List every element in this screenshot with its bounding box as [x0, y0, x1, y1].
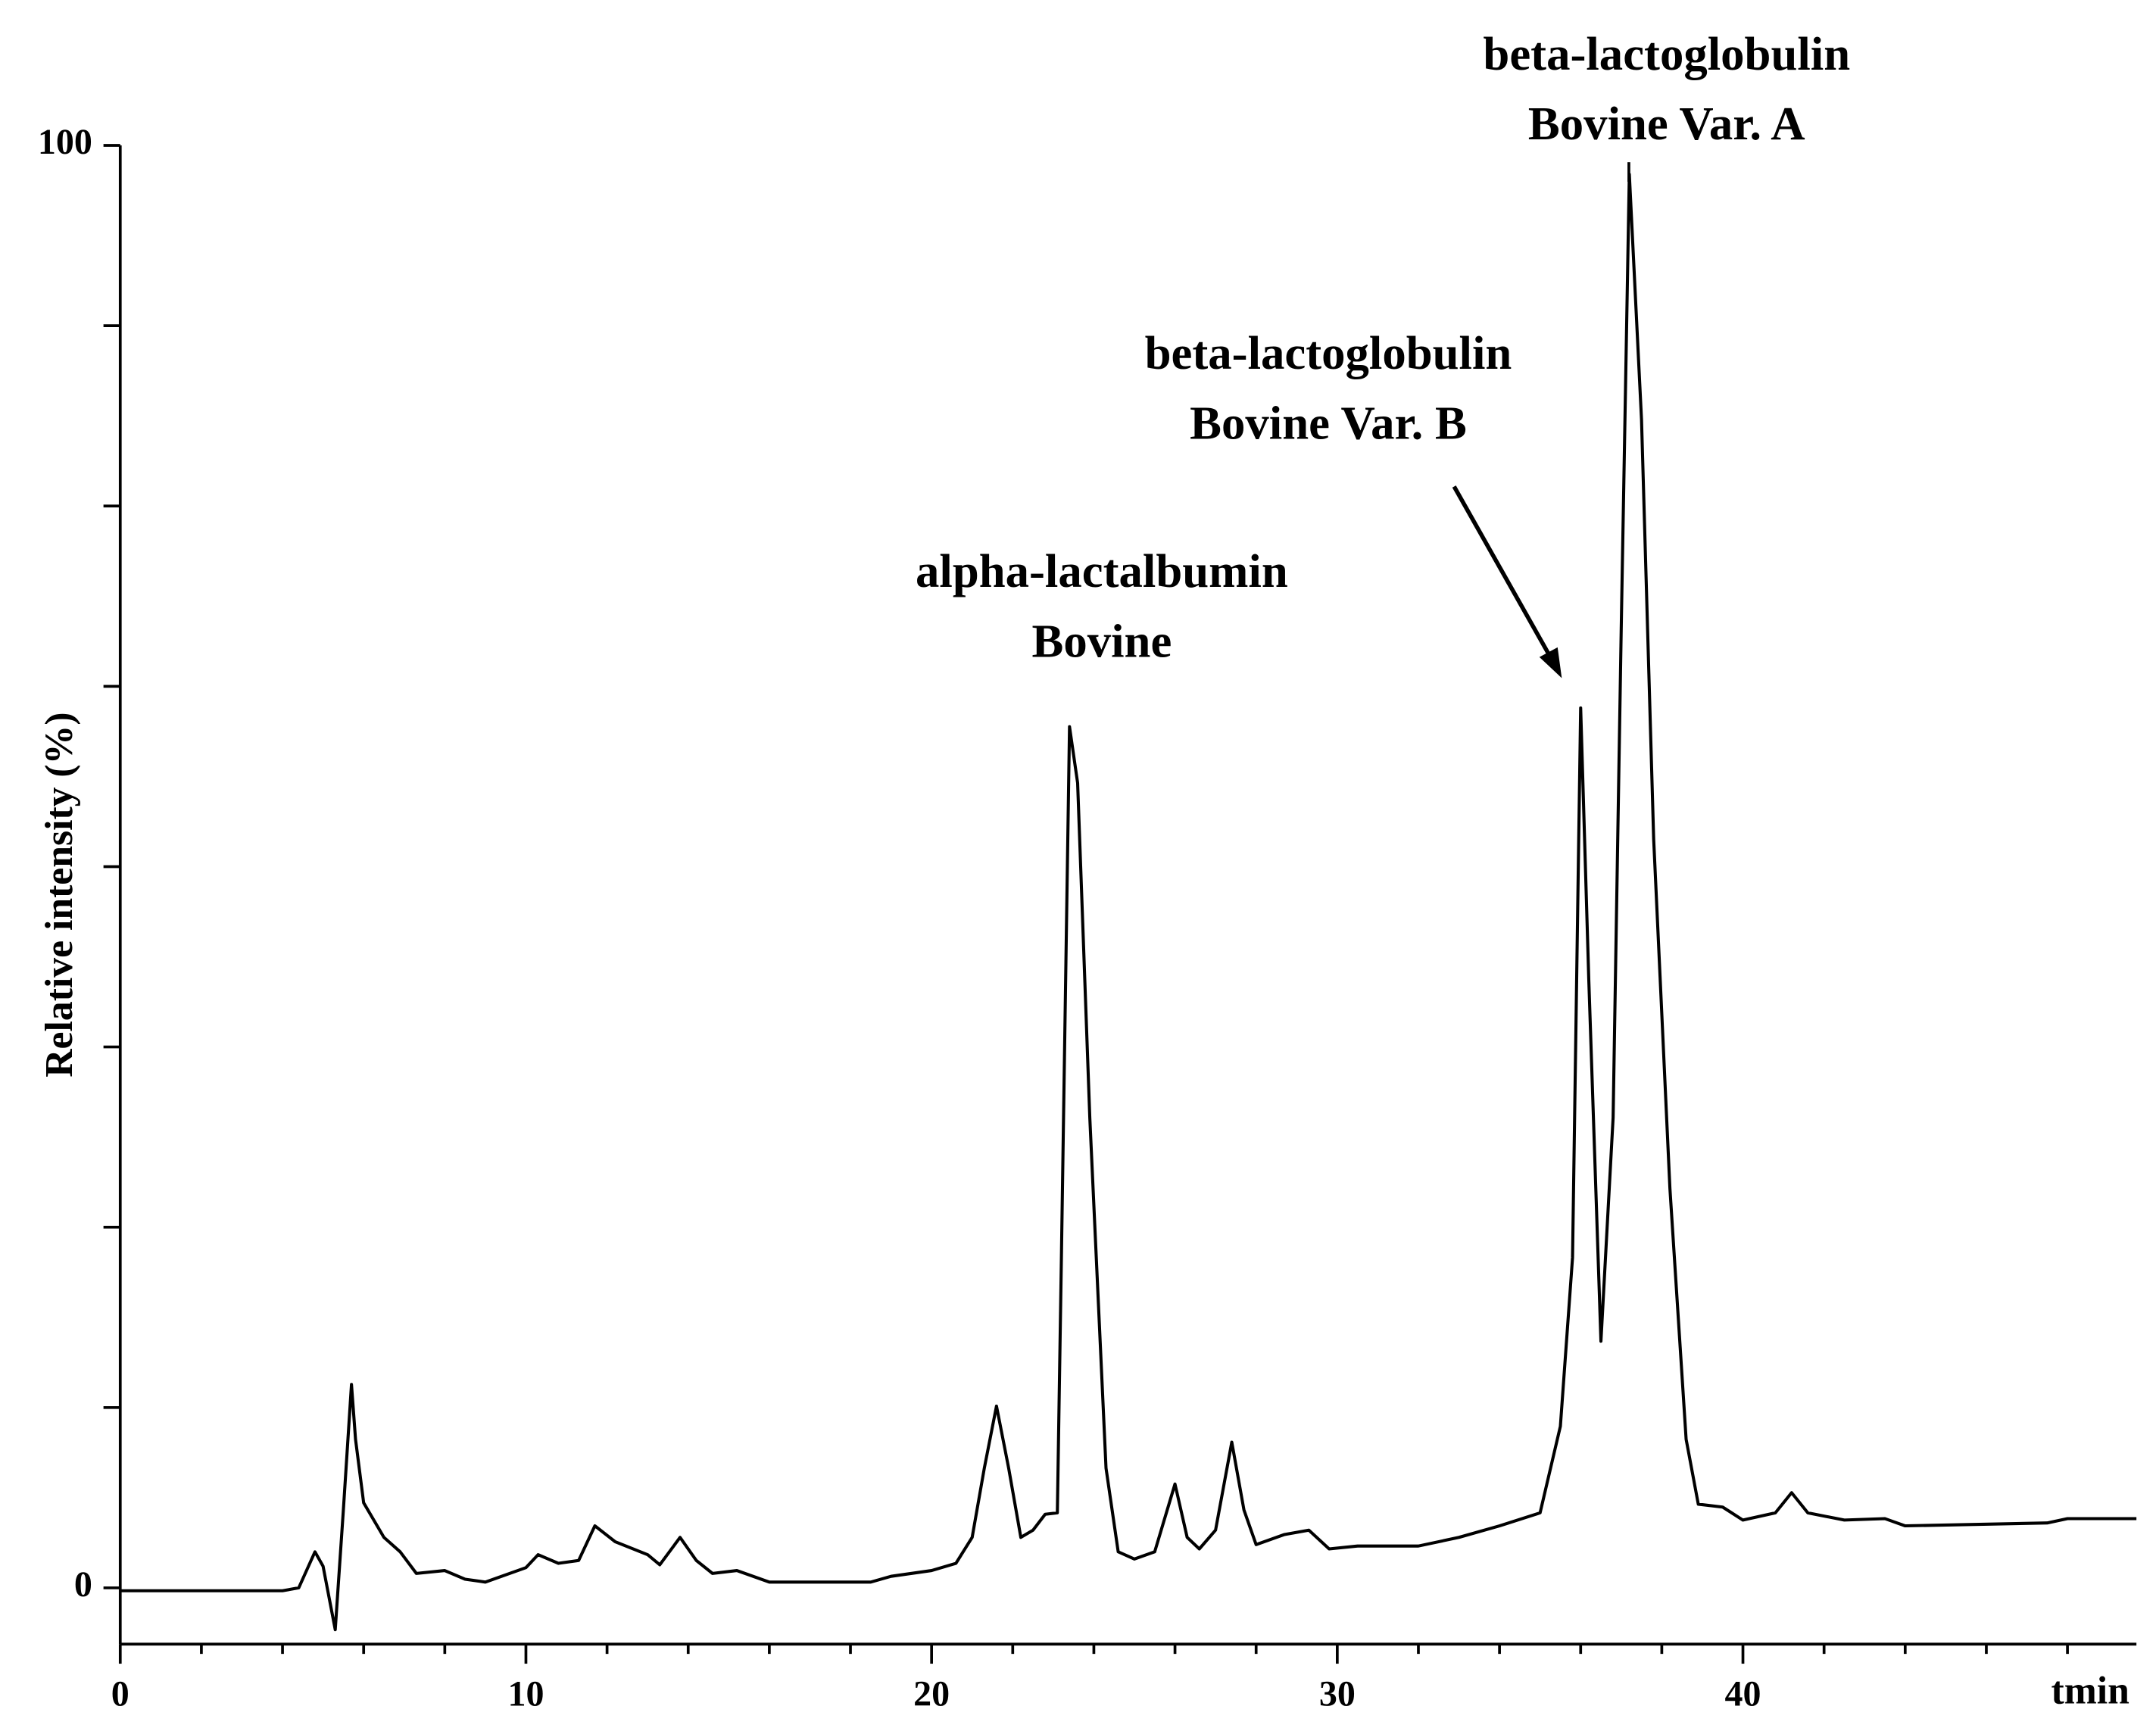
- trace: [120, 173, 2137, 1632]
- annotation: beta-lactoglobulin: [1145, 326, 1512, 379]
- annotation: Bovine Var. B: [1190, 396, 1467, 449]
- annotation: Bovine Var. A: [1528, 97, 1805, 150]
- arrow-head: [1539, 647, 1562, 678]
- x-tick-label: 40: [1725, 1673, 1761, 1714]
- x-tick-label: 20: [913, 1673, 950, 1714]
- y-axis-label: Relative intensity (%): [38, 712, 81, 1077]
- annotation: Bovine: [1031, 614, 1172, 667]
- annotation: beta-lactoglobulin: [1483, 27, 1850, 80]
- x-tick-label: 30: [1319, 1673, 1356, 1714]
- x-axis-label: tmin: [2051, 1670, 2129, 1713]
- x-tick-label: 10: [507, 1673, 544, 1714]
- annotation: alpha-lactalbumin: [916, 544, 1288, 597]
- y-tick-label: 0: [74, 1564, 92, 1605]
- y-tick-label: 100: [38, 122, 92, 162]
- annotation-arrow: [1452, 485, 1554, 661]
- x-tick-label: 0: [111, 1673, 129, 1714]
